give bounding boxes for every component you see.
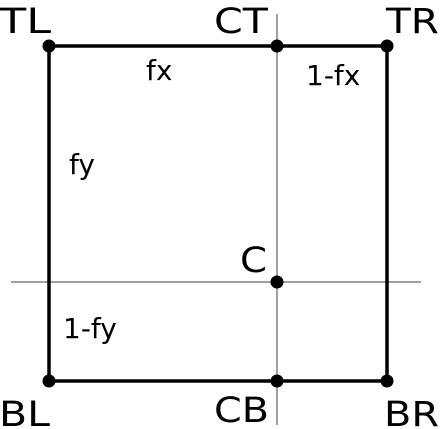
label-br: BR: [384, 395, 439, 429]
point-tl-dot: [42, 39, 56, 53]
label-cb: CB: [214, 391, 269, 429]
point-ct-dot: [270, 39, 284, 53]
label-c: C: [240, 241, 267, 281]
label-bl: BL: [0, 395, 51, 429]
point-br-dot: [380, 374, 394, 388]
label-tr: TR: [385, 2, 439, 42]
label-ct: CT: [214, 2, 269, 42]
label-fx: fx: [146, 54, 172, 87]
point-cb-dot: [270, 374, 284, 388]
label-tl: TL: [0, 2, 52, 42]
label-one-minus-fy: 1-fy: [63, 312, 117, 345]
point-tr-dot: [380, 39, 394, 53]
label-one-minus-fx: 1-fx: [306, 59, 360, 92]
point-bl-dot: [42, 374, 56, 388]
point-c-dot: [270, 275, 284, 289]
cell-rectangle: [47, 44, 389, 383]
label-fy: fy: [69, 148, 95, 181]
